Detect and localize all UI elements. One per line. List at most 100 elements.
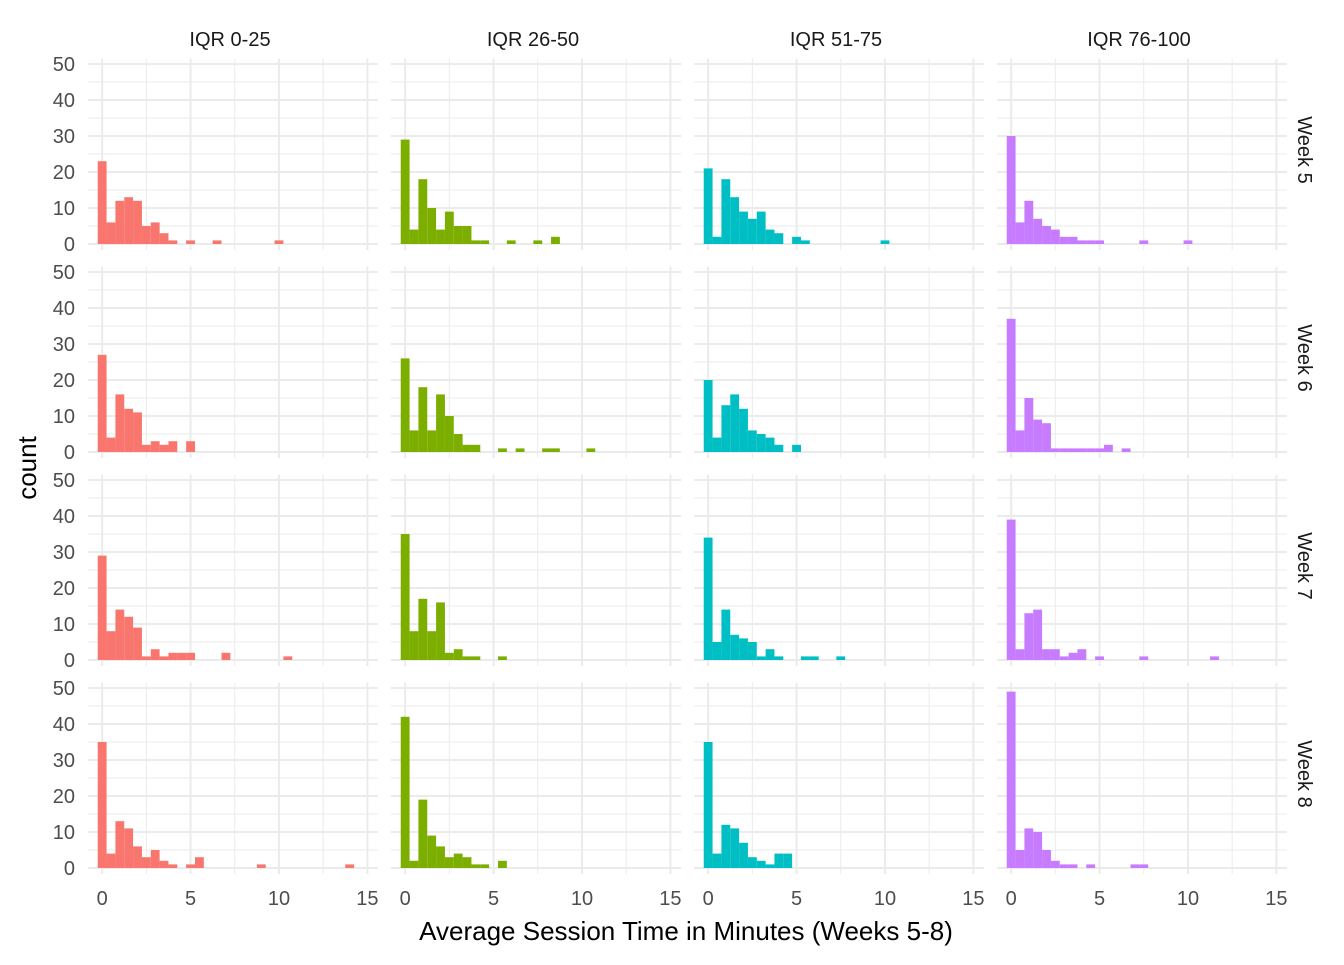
facet-row-label: Week 8 <box>1293 740 1315 807</box>
histogram-bar <box>730 197 740 244</box>
histogram-bar <box>1042 850 1051 868</box>
histogram-bar <box>427 208 437 244</box>
histogram-bar <box>1139 240 1149 244</box>
histogram-bar <box>159 860 169 868</box>
histogram-bar <box>106 437 116 452</box>
histogram-bar <box>106 222 116 244</box>
x-tick-label: 15 <box>1265 888 1287 910</box>
histogram-bar <box>444 652 454 660</box>
histogram-bar <box>1183 240 1193 244</box>
facet-panel <box>997 474 1287 666</box>
facet-panel <box>391 474 681 666</box>
histogram-bar <box>418 799 428 868</box>
facet-panel <box>694 474 984 666</box>
histogram-bar <box>730 634 740 660</box>
histogram-bar <box>168 652 178 660</box>
histogram-bar <box>444 211 454 244</box>
histogram-bar <box>159 656 169 660</box>
histogram-bar <box>497 448 507 452</box>
histogram-bar <box>721 179 731 244</box>
x-tick-label: 10 <box>268 888 290 910</box>
histogram-bar <box>551 448 560 452</box>
histogram-bar <box>756 211 766 244</box>
histogram-bar <box>774 444 784 452</box>
histogram-bar <box>800 656 810 660</box>
y-tick-label: 50 <box>53 262 75 284</box>
histogram-bar <box>756 860 766 868</box>
histogram-bar <box>471 656 481 660</box>
histogram-bar <box>1050 448 1060 452</box>
histogram-bar <box>97 555 107 660</box>
histogram-bar <box>1130 864 1140 868</box>
histogram-bar <box>168 441 178 452</box>
facet-panel <box>391 682 681 874</box>
histogram-bar <box>194 857 204 868</box>
histogram-bar <box>1024 828 1034 868</box>
histogram-bar <box>436 229 445 244</box>
histogram-bar <box>1050 860 1060 868</box>
y-tick-label: 50 <box>53 54 75 76</box>
histogram-bar <box>1068 864 1078 868</box>
histogram-bar <box>1006 519 1016 660</box>
y-tick-label: 20 <box>53 370 75 392</box>
histogram-bar <box>453 226 463 244</box>
histogram-bar <box>1042 226 1051 244</box>
histogram-bar <box>1042 649 1051 660</box>
histogram-bar <box>150 649 160 660</box>
y-tick-label: 20 <box>53 578 75 600</box>
histogram-bar <box>747 857 757 868</box>
histogram-bar <box>1139 864 1149 868</box>
histogram-bar <box>1086 864 1096 868</box>
histogram-bar <box>765 437 775 452</box>
facet-panel <box>997 682 1287 874</box>
y-tick-label: 40 <box>53 90 75 112</box>
facet-panel <box>88 474 378 666</box>
histogram-bar <box>97 742 107 868</box>
histogram-bar <box>721 405 731 452</box>
histogram-bar <box>106 853 116 868</box>
facet-panel <box>997 266 1287 458</box>
histogram-bar <box>515 448 525 452</box>
facet-column-label: IQR 51-75 <box>790 29 882 51</box>
histogram-bar <box>1033 609 1043 660</box>
facet-panel <box>997 58 1287 250</box>
histogram-bar <box>1050 229 1060 244</box>
histogram-bar <box>133 627 142 660</box>
histogram-bar <box>1077 649 1087 660</box>
histogram-bar <box>418 179 428 244</box>
histogram-bar <box>115 200 125 244</box>
facet-row-label: Week 6 <box>1293 324 1315 391</box>
facet-panel <box>88 266 378 458</box>
histogram-bar <box>141 857 151 868</box>
histogram-bar <box>444 857 454 868</box>
histogram-bar <box>792 236 801 244</box>
histogram-bar <box>1068 652 1078 660</box>
histogram-bar <box>809 656 819 660</box>
histogram-bar <box>836 656 846 660</box>
histogram-bar <box>124 408 134 452</box>
histogram-bar <box>1015 649 1025 660</box>
histogram-bar <box>150 441 160 452</box>
histogram-bar <box>168 240 178 244</box>
x-tick-label: 0 <box>97 888 108 910</box>
histogram-bar <box>159 233 169 244</box>
histogram-bar <box>703 742 713 868</box>
y-axis-title: count <box>12 435 42 499</box>
histogram-bar <box>506 240 516 244</box>
y-tick-label: 0 <box>64 858 75 880</box>
facet-panel <box>391 266 681 458</box>
y-tick-label: 50 <box>53 470 75 492</box>
histogram-bar <box>462 226 472 244</box>
histogram-bar <box>409 860 419 868</box>
histogram-bar <box>256 864 266 868</box>
histogram-bar <box>497 656 507 660</box>
histogram-bar <box>1006 136 1016 244</box>
histogram-bar <box>124 616 134 660</box>
x-axis-title: Average Session Time in Minutes (Weeks 5… <box>419 916 953 946</box>
histogram-bar <box>703 537 713 660</box>
histogram-bar <box>150 222 160 244</box>
histogram-bar <box>1139 656 1149 660</box>
histogram-bar <box>747 642 757 660</box>
histogram-bar <box>721 824 731 868</box>
histogram-bar <box>721 609 731 660</box>
